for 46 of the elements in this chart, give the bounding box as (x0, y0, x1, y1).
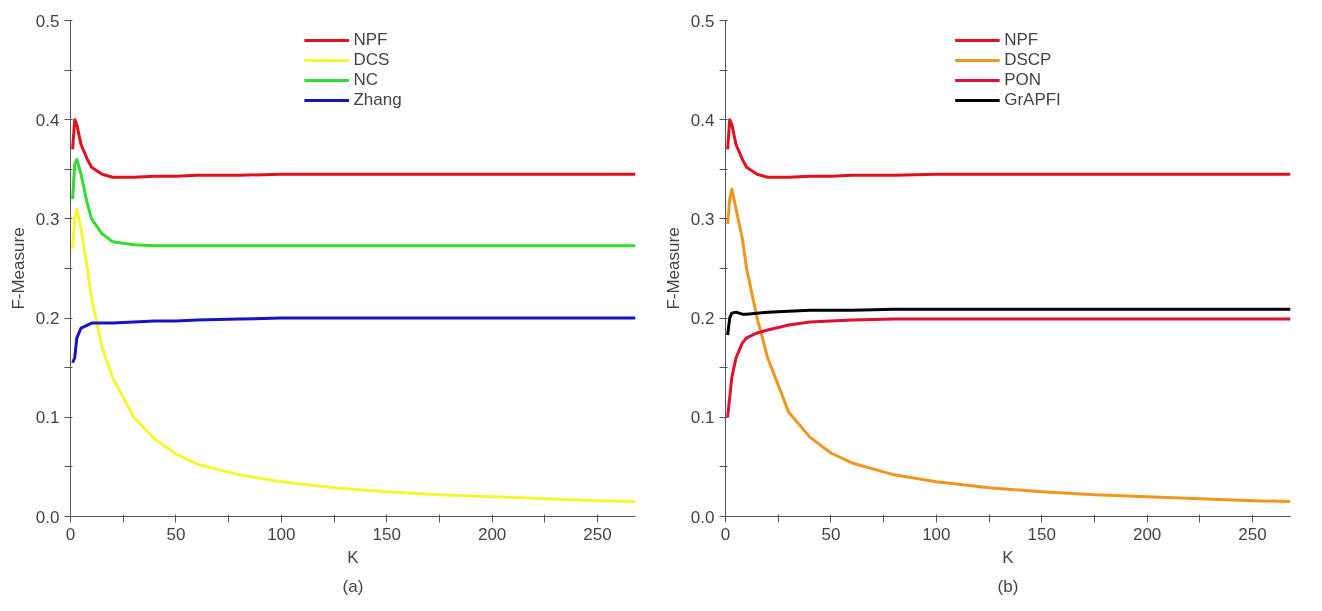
legend-label: DSCP (1004, 50, 1052, 70)
line-series (726, 118, 1291, 179)
x-tick-label: 50 (166, 524, 186, 544)
x-tick-label: 200 (477, 524, 507, 544)
text: 0.0 (690, 507, 715, 527)
line-series (71, 118, 636, 179)
text: (b) (997, 576, 1019, 596)
x-tick-label: 100 (922, 524, 951, 544)
x-axis-title: K (347, 547, 360, 567)
legend-label: Zhang (353, 90, 402, 110)
y-tick-label: 0.1 (35, 408, 60, 428)
y-tick-label: 0.4 (690, 110, 715, 130)
y-axis-title: F-Measure (663, 227, 683, 310)
line-series (71, 157, 636, 248)
legend-label: PON (1004, 70, 1042, 90)
x-tick-label: 50 (821, 524, 841, 544)
x-tick-label: 0 (65, 524, 76, 544)
x-axis-title: K (1002, 547, 1015, 567)
legend-label: DCS (353, 50, 390, 70)
y-tick-label: 0.5 (690, 11, 715, 31)
x-tick-label: 250 (1238, 524, 1267, 544)
y-tick-label: 0.2 (35, 309, 60, 329)
y-tick-label: 0.1 (690, 408, 715, 428)
line-series (71, 207, 636, 504)
legend-label: NPF (353, 30, 388, 50)
line-series (71, 316, 636, 365)
x-tick-label: 0 (720, 524, 731, 544)
line-series (726, 187, 1291, 504)
legend-label: NC (353, 70, 378, 90)
x-tick-label: 100 (267, 524, 296, 544)
line-series (726, 317, 1291, 419)
y-axis-title: F-Measure (8, 227, 28, 310)
y-tick-label: 0.2 (690, 309, 715, 329)
text: 0.0 (35, 507, 60, 527)
legend-label: NPF (1004, 30, 1039, 50)
line-series (726, 307, 1291, 337)
y-tick-label: 0.3 (690, 209, 715, 229)
x-tick-label: 150 (372, 524, 401, 544)
x-tick-label: 250 (583, 524, 612, 544)
y-tick-label: 0.3 (35, 209, 60, 229)
y-tick-label: 0.4 (35, 110, 60, 130)
x-tick-label: 200 (1132, 524, 1162, 544)
legend-label: GrAPFI (1004, 90, 1061, 110)
y-tick-label: 0.5 (35, 11, 60, 31)
x-tick-label: 150 (1027, 524, 1056, 544)
text: (a) (342, 576, 364, 596)
